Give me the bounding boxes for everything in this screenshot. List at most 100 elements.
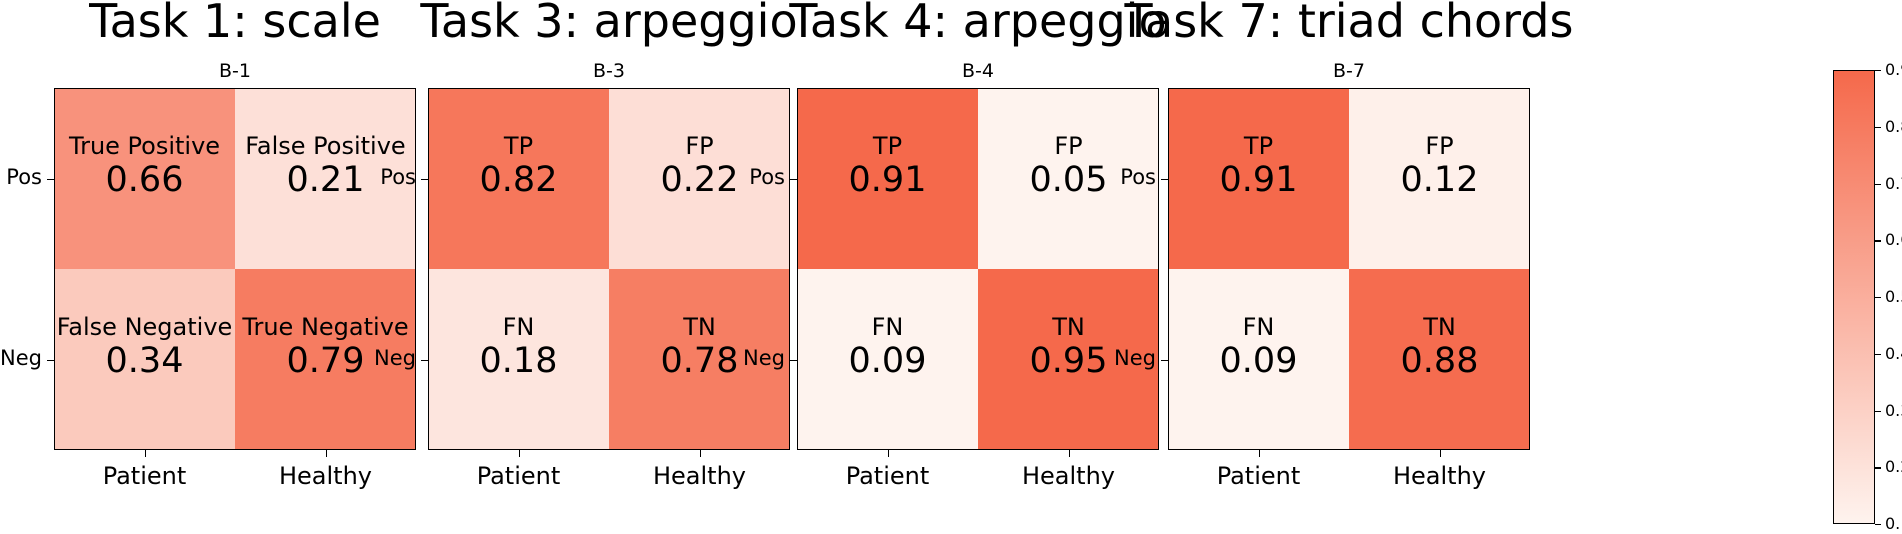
cell-value: 0.88: [1400, 341, 1479, 381]
cell-label: TP: [872, 132, 903, 160]
cell-label: FN: [1242, 313, 1275, 341]
y-tick-mark: [421, 359, 428, 361]
cell-value: 0.09: [1219, 341, 1298, 381]
x-tick-label: Healthy: [278, 462, 372, 490]
colorbar-tick-label: 0.6: [1885, 230, 1902, 250]
plot-frame: [797, 88, 1159, 450]
y-tick-mark: [47, 178, 54, 180]
x-tick-label: Healthy: [1392, 462, 1486, 490]
x-tick-mark: [144, 450, 146, 457]
colorbar-tick-mark: [1875, 183, 1881, 185]
x-tick-mark: [325, 450, 327, 457]
matrix-cell: TN 0.88: [1349, 269, 1530, 450]
x-tick-label: Healthy: [652, 462, 746, 490]
cell-label: TP: [503, 132, 534, 160]
cell-value: 0.05: [1029, 160, 1108, 200]
cell-label: FP: [1054, 132, 1083, 160]
matrix-cell: FP 0.05: [978, 88, 1159, 269]
cell-value: 0.82: [479, 160, 558, 200]
cell-label: TN: [1423, 313, 1456, 341]
x-tick-mark: [1258, 450, 1260, 457]
y-tick-mark: [47, 359, 54, 361]
y-tick-label: Pos: [749, 164, 785, 189]
y-tick-mark: [790, 359, 797, 361]
panel-subtitle: B-1: [219, 60, 251, 82]
cell-value: 0.34: [105, 341, 184, 381]
panel-title: Task 4: arpeggio: [789, 0, 1167, 48]
y-tick-label: Pos: [6, 164, 42, 189]
colorbar-tick-mark: [1875, 467, 1881, 469]
y-tick-label: Pos: [1120, 164, 1156, 189]
cell-label: FP: [1425, 132, 1454, 160]
cell-value: 0.66: [105, 160, 184, 200]
matrix-cell: True Negative 0.79: [235, 269, 416, 450]
x-tick-label: Patient: [102, 462, 187, 490]
cell-value: 0.12: [1400, 160, 1479, 200]
matrix-cell: FN 0.18: [428, 269, 609, 450]
colorbar-tick-mark: [1875, 297, 1881, 299]
colorbar-tick-label: 0.5: [1885, 287, 1902, 306]
panel-subtitle: B-7: [1333, 60, 1365, 82]
colorbar-tick-label: 0.8: [1885, 116, 1902, 136]
y-tick-mark: [1161, 359, 1168, 361]
matrix-cell: FP 0.12: [1349, 88, 1530, 269]
cell-label: FN: [871, 313, 904, 341]
colorbar-tick-label: 0.7: [1885, 173, 1902, 193]
colorbar-tick-mark: [1875, 126, 1881, 129]
cell-value: 0.22: [660, 160, 739, 200]
colorbar-tick-mark: [1875, 410, 1881, 412]
cell-label: TP: [1243, 132, 1274, 160]
cell-label: TN: [1052, 313, 1085, 341]
panel-title: Task 3: arpeggio: [420, 0, 798, 48]
matrix-cell: TN 0.95: [978, 269, 1159, 450]
cell-value: 0.79: [286, 341, 365, 381]
cell-value: 0.78: [660, 341, 739, 381]
matrix-cell: False Negative 0.34: [54, 269, 235, 450]
colorbar-tick-mark: [1875, 240, 1881, 242]
y-tick-label: Neg: [743, 345, 785, 370]
matrix-cell: FN 0.09: [797, 269, 978, 450]
panel-title: Task 7: triad chords: [1124, 0, 1574, 48]
cell-label: FN: [502, 313, 535, 341]
matrix-cell: False Positive 0.21: [235, 88, 416, 269]
x-tick-label: Patient: [1216, 462, 1301, 490]
cell-value: 0.91: [1219, 160, 1298, 200]
plot-frame: [1168, 88, 1530, 450]
colorbar-tick-label: 0.9: [1885, 60, 1902, 79]
x-tick-mark: [699, 450, 701, 457]
colorbar: [1833, 70, 1875, 524]
y-tick-label: Neg: [0, 345, 42, 370]
y-tick-label: Neg: [1114, 345, 1156, 370]
x-tick-mark: [1068, 450, 1070, 457]
cell-value: 0.18: [479, 341, 558, 381]
panel-subtitle: B-4: [962, 60, 994, 82]
matrix-cell: TP 0.91: [797, 88, 978, 269]
y-tick-mark: [790, 178, 797, 180]
x-tick-mark: [887, 450, 889, 457]
y-tick-label: Pos: [380, 164, 416, 189]
colorbar-tick-label: 0.1: [1885, 514, 1902, 533]
x-tick-label: Patient: [845, 462, 930, 490]
panel-title: Task 1: scale: [89, 0, 381, 48]
matrix-cell: FP 0.22: [609, 88, 790, 269]
colorbar-tick-mark: [1875, 353, 1881, 356]
y-tick-mark: [1161, 178, 1168, 180]
cell-label: False Positive: [245, 132, 406, 160]
matrix-cell: TP 0.82: [428, 88, 609, 269]
cell-label: True Negative: [242, 313, 409, 341]
cell-value: 0.21: [286, 160, 365, 200]
x-tick-mark: [518, 450, 520, 457]
plot-frame: [54, 88, 416, 450]
y-tick-label: Neg: [374, 345, 416, 370]
matrix-cell: TN 0.78: [609, 269, 790, 450]
cell-value: 0.09: [848, 341, 927, 381]
colorbar-tick-mark: [1875, 524, 1881, 526]
y-tick-mark: [421, 178, 428, 180]
cell-label: False Negative: [56, 313, 233, 341]
x-tick-label: Healthy: [1021, 462, 1115, 490]
cell-label: True Positive: [68, 132, 221, 160]
colorbar-tick-label: 0.4: [1885, 343, 1902, 363]
x-tick-mark: [1439, 450, 1441, 457]
cell-label: FP: [685, 132, 714, 160]
